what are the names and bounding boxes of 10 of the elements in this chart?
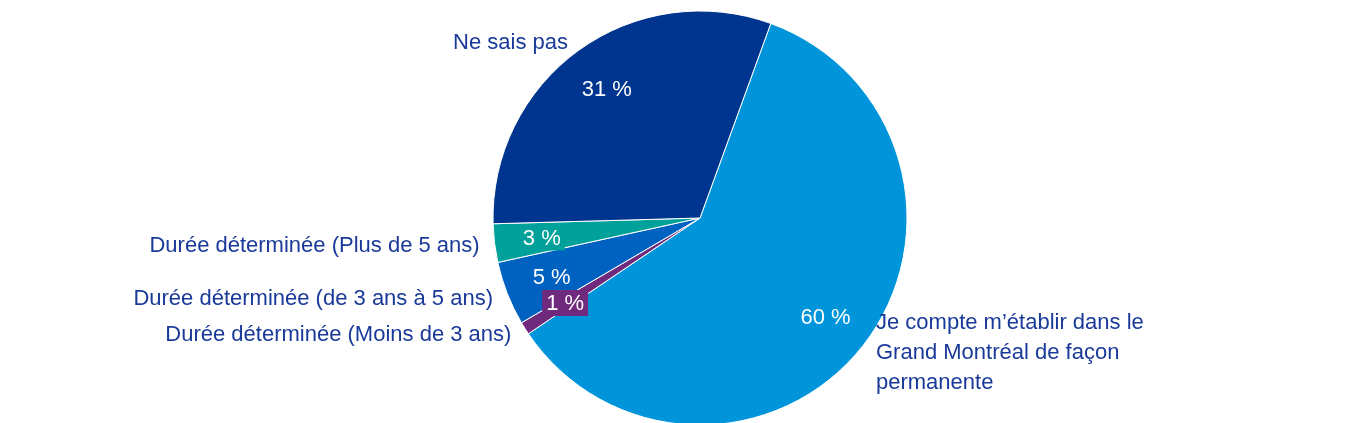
slice-label: Je compte m’établir dans le Grand Montréal de façon permanente [876,309,1150,395]
data-label: 31 % [581,76,632,102]
slice-label: Durée déterminée (de 3 ans à 5 ans) [133,284,493,310]
legend-label: Durée déterminée (Plus de 5 ans) [149,231,480,257]
slice-label: Durée déterminée (Moins de 3 ans) [165,321,512,347]
data-label: 60 % [800,303,851,329]
data-label: 3 % [522,224,561,250]
data-label: 5 % [532,263,571,289]
slice-label: Ne sais pas [453,29,569,55]
data-label: 1 % [546,290,585,316]
